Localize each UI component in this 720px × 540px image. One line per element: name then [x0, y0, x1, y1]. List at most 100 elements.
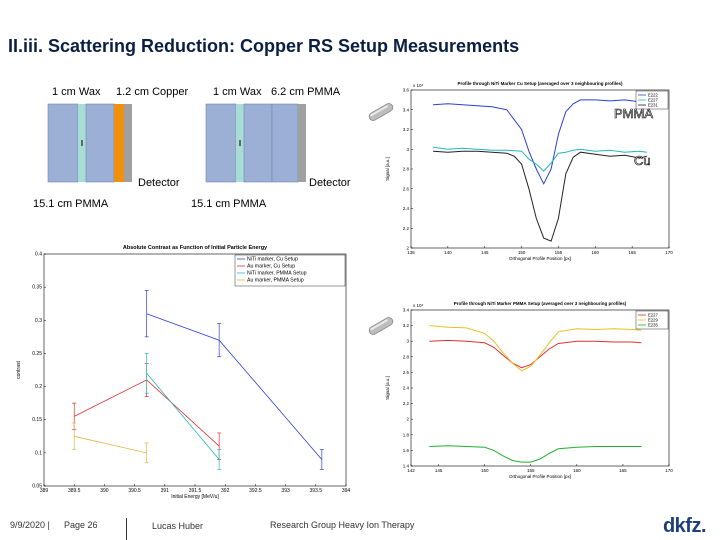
y-tick-label: 2.8	[403, 354, 410, 359]
legend-entry: E222	[648, 93, 658, 98]
left-marker	[81, 140, 83, 146]
y-tick-label: 3	[406, 147, 409, 152]
setup-diagram: 1 cm Wax 1.2 cm Copper Detector 15.1 cm …	[33, 86, 351, 210]
footer-author: Lucas Huber	[152, 521, 204, 531]
legend-entry: E231	[648, 103, 658, 108]
left-detector-block	[124, 104, 132, 182]
left-pmma-block-2	[85, 103, 115, 183]
legend-box	[635, 310, 669, 330]
marker-icon-top	[368, 103, 394, 121]
y-tick-label: 0.25	[32, 351, 42, 357]
right-pmma-block-2	[243, 103, 273, 183]
legend-box	[635, 90, 669, 110]
axis-exponent: x 10⁴	[413, 303, 424, 308]
series-line-1	[429, 325, 642, 372]
footer: 9/9/2020 | Page 26 Lucas Huber Research …	[0, 512, 720, 540]
right-absorber-label: 6.2 cm PMMA	[271, 86, 341, 98]
y-tick-label: 3.2	[403, 127, 410, 132]
series-line-0	[433, 99, 647, 185]
legend-box	[234, 254, 346, 287]
x-tick-label: 145	[435, 468, 443, 473]
y-tick-label: 0.15	[32, 417, 42, 423]
series-line-0	[429, 339, 642, 369]
legend-entry: NiTi marker, Cu Setup	[247, 257, 298, 263]
plot-frame	[43, 253, 347, 487]
x-tick-label: 390	[100, 488, 109, 494]
legend-entry: E235	[648, 323, 658, 328]
x-tick-label: 155	[555, 250, 563, 255]
x-tick-label: 160	[592, 250, 600, 255]
y-tick-label: 3.4	[403, 107, 410, 112]
x-tick-label: 155	[527, 468, 535, 473]
right-pmma-block	[205, 103, 237, 183]
x-tick-label: 391.5	[189, 488, 202, 494]
x-tick-label: 142	[407, 468, 415, 473]
y-tick-label: 0.4	[35, 252, 42, 258]
y-tick-label: 2.4	[403, 206, 410, 211]
y-tick-label: 3.6	[403, 88, 410, 93]
chart-title: Profile through NiTi Marker PMMA Setup (…	[454, 301, 627, 306]
footer-page: Page 26	[64, 520, 98, 530]
x-tick-label: 140	[444, 250, 452, 255]
marker-icon-bottom	[368, 317, 394, 335]
y-tick-label: 3.4	[403, 308, 410, 313]
y-tick-label: 0.2	[35, 384, 42, 390]
y-tick-label: 0.3	[35, 318, 42, 324]
left-detector-label: Detector	[138, 177, 180, 189]
right-wax-label: 1 cm Wax	[213, 86, 262, 98]
x-axis-label: Orthogonal Profile Position [px]	[509, 256, 571, 261]
y-tick-label: 0.05	[32, 484, 42, 490]
cu-profile-chart: Profile through NiTi Marker Cu Setup (av…	[385, 81, 673, 261]
series-line-2	[146, 373, 220, 460]
series-line-1	[433, 146, 647, 172]
legend-entry: E227	[648, 313, 658, 318]
series-line-2	[429, 445, 642, 463]
y-tick-label: 2	[406, 246, 409, 251]
y-tick-label: 0.1	[35, 450, 42, 456]
y-tick-label: 1.6	[403, 448, 410, 453]
slide-title: II.iii. Scattering Reduction: Copper RS …	[8, 36, 520, 56]
left-pmma-block	[47, 103, 79, 183]
dkfz-logo: dkfz.	[662, 515, 707, 537]
profile-annotations: PMMA Cu	[614, 106, 654, 169]
x-axis-label: Initial Energy [MeV/u]	[171, 494, 219, 500]
x-tick-label: 135	[407, 250, 415, 255]
y-tick-label: 2.6	[403, 370, 410, 375]
y-tick-label: 2.2	[403, 226, 410, 231]
x-tick-label: 165	[619, 468, 627, 473]
plot-frame	[410, 309, 670, 467]
y-axis-label: contrast	[16, 361, 22, 379]
x-axis-label: Orthogonal Profile Position [px]	[509, 474, 571, 479]
y-tick-label: 1.8	[403, 432, 410, 437]
x-tick-label: 392	[221, 488, 230, 494]
left-wax-label: 1 cm Wax	[52, 86, 101, 98]
y-axis-label: Signal [a.u.]	[385, 157, 390, 181]
x-tick-label: 390.5	[128, 488, 141, 494]
y-axis-label: Signal [a.u.]	[385, 376, 390, 400]
x-tick-label: 170	[665, 468, 673, 473]
x-tick-label: 165	[628, 250, 636, 255]
legend-entry: Au marker, PMMA Setup	[247, 278, 304, 284]
y-tick-label: 2.6	[403, 186, 410, 191]
legend-entry: E229	[648, 318, 658, 323]
x-tick-label: 145	[481, 250, 489, 255]
right-detector-block	[298, 104, 306, 182]
chart-title: Absolute Contrast as Function of Initial…	[123, 245, 268, 251]
right-pmma-absorber-block	[271, 103, 299, 183]
x-tick-label: 389.5	[68, 488, 81, 494]
pmma-annotation: PMMA	[614, 106, 653, 121]
legend-entry: Au marker, Cu Setup	[247, 264, 295, 270]
x-tick-label: 150	[481, 468, 489, 473]
y-tick-label: 1.4	[403, 464, 410, 469]
right-marker	[239, 140, 241, 146]
x-tick-label: 394	[342, 488, 351, 494]
y-tick-label: 2.4	[403, 386, 410, 391]
x-tick-label: 393.5	[310, 488, 323, 494]
y-tick-label: 3.2	[403, 323, 410, 328]
y-tick-label: 2.8	[403, 167, 410, 172]
right-setup-stack	[205, 103, 306, 183]
left-absorber-label: 1.2 cm Copper	[116, 86, 188, 98]
chart-title: Profile through NiTi Marker Cu Setup (av…	[458, 81, 623, 86]
footer-separator	[126, 518, 127, 540]
right-bottom-label: 15.1 cm PMMA	[191, 198, 267, 210]
